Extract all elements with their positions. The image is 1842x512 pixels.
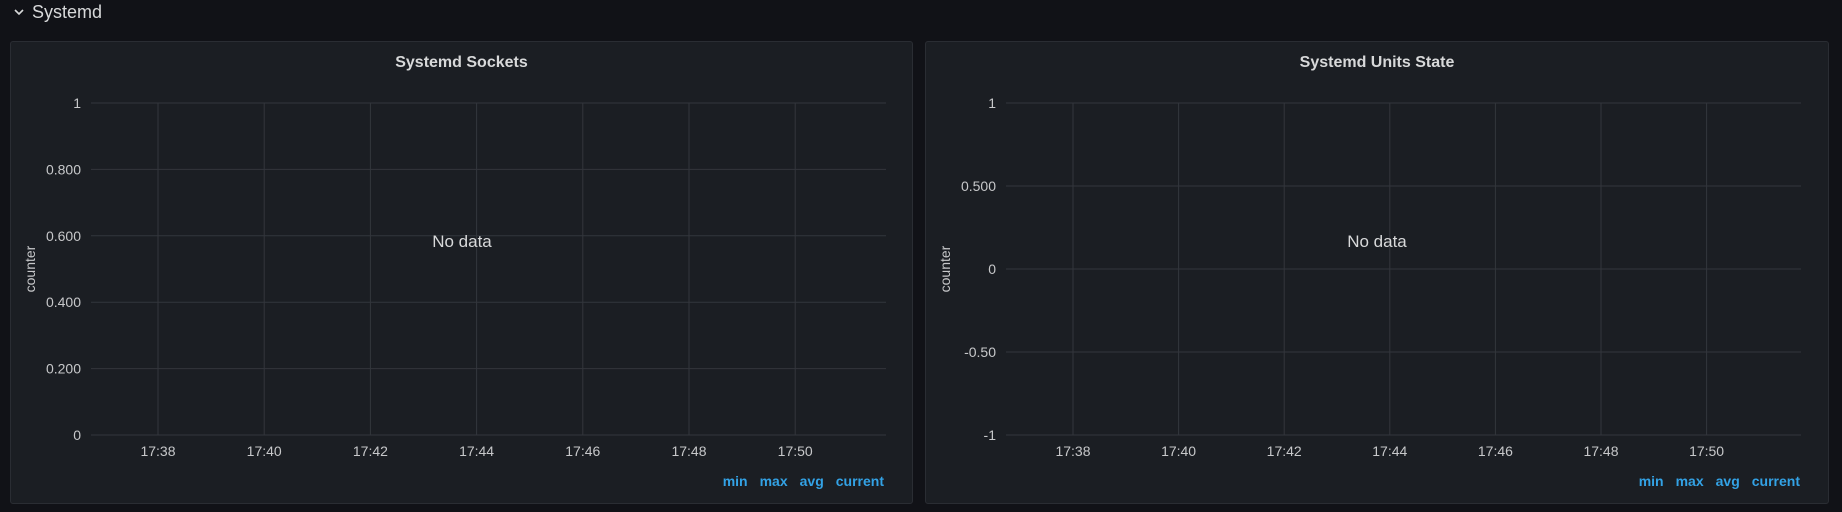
y-axis-title: counter <box>937 245 953 292</box>
x-tick-label: 17:40 <box>247 443 282 459</box>
legend-min[interactable]: min <box>722 473 748 489</box>
panel-title[interactable]: Systemd Units State <box>1299 54 1455 71</box>
panel-title[interactable]: Systemd Sockets <box>395 54 528 71</box>
panel-systemd-sockets: Systemd Sockets 0 0.200 0.400 0.600 0.800 1 17… <box>10 41 913 504</box>
x-tick-label: 17:38 <box>1055 443 1090 459</box>
y-tick-label: -1 <box>984 427 997 443</box>
no-data-message: No data <box>432 232 492 251</box>
x-tick-label: 17:50 <box>778 443 813 459</box>
row-header-systemd[interactable]: Systemd <box>12 0 102 24</box>
legend: min max avg current <box>1639 473 1800 489</box>
legend-avg[interactable]: avg <box>1715 473 1740 489</box>
y-axis-title: counter <box>22 245 38 292</box>
y-tick-label: -0.50 <box>964 344 996 360</box>
y-tick-label: 0.400 <box>46 294 81 310</box>
y-tick-label: 0 <box>988 261 996 277</box>
legend-min[interactable]: min <box>1638 473 1664 489</box>
x-tick-label: 17:44 <box>1372 443 1407 459</box>
legend-avg[interactable]: avg <box>799 473 824 489</box>
legend: min max avg current <box>723 473 884 489</box>
panel-systemd-units-state: Systemd Units State -1 -0.50 0 0.500 1 17:38 1… <box>925 41 1829 504</box>
x-tick-label: 17:48 <box>671 443 706 459</box>
x-tick-label: 17:44 <box>459 443 494 459</box>
x-tick-label: 17:48 <box>1583 443 1618 459</box>
legend-max[interactable]: max <box>1675 473 1704 489</box>
chart-systemd-sockets: 0 0.200 0.400 0.600 0.800 1 17:38 17:40 17:42 17:… <box>22 95 886 459</box>
x-tick-label: 17:40 <box>1161 443 1196 459</box>
y-tick-label: 1 <box>988 95 996 111</box>
x-tick-label: 17:46 <box>565 443 600 459</box>
y-tick-label: 0.600 <box>46 228 81 244</box>
x-tick-label: 17:46 <box>1478 443 1513 459</box>
x-tick-label: 17:38 <box>140 443 175 459</box>
y-tick-label: 0.200 <box>46 361 81 377</box>
x-tick-label: 17:42 <box>353 443 388 459</box>
y-tick-label: 0 <box>73 427 81 443</box>
legend-current[interactable]: current <box>835 473 884 489</box>
row-title: Systemd <box>32 1 103 22</box>
no-data-message: No data <box>1347 232 1407 251</box>
y-tick-label: 1 <box>73 95 81 111</box>
x-tick-label: 17:50 <box>1689 443 1724 459</box>
legend-max[interactable]: max <box>759 473 788 489</box>
chevron-down-icon <box>14 9 24 16</box>
legend-current[interactable]: current <box>1751 473 1800 489</box>
x-tick-label: 17:42 <box>1267 443 1302 459</box>
chart-systemd-units-state: -1 -0.50 0 0.500 1 17:38 17:40 17:42 17:44 17:46 1… <box>937 95 1801 459</box>
y-tick-label: 0.800 <box>46 161 81 177</box>
y-tick-label: 0.500 <box>961 178 996 194</box>
